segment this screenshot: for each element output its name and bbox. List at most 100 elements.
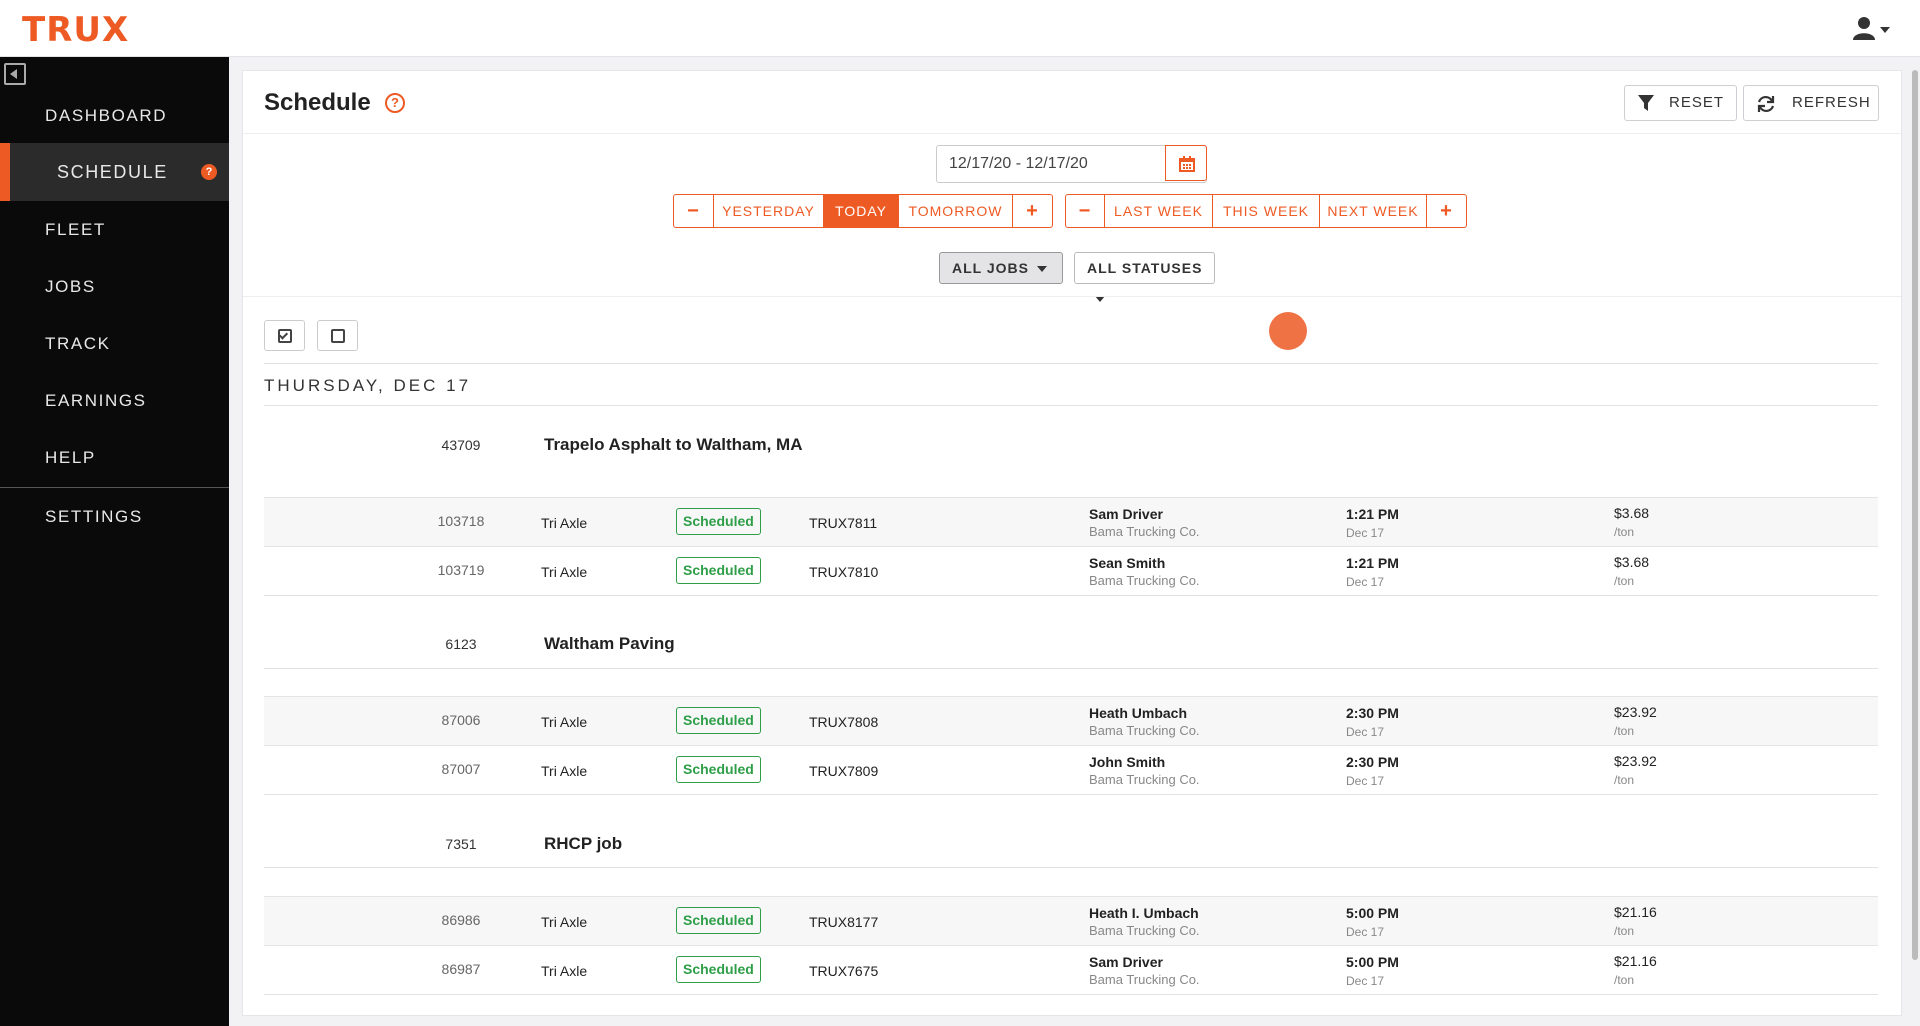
divider — [243, 133, 1901, 134]
job-group-name[interactable]: Trapelo Asphalt to Waltham, MA — [544, 435, 803, 454]
table-row[interactable]: 86987 Tri Axle Scheduled TRUX7675 Sam Driver… — [264, 945, 1878, 994]
next-week-button[interactable]: NEXT WEEK — [1320, 195, 1427, 227]
rate-unit: /ton — [1614, 525, 1635, 539]
driver-company: Bama Trucking Co. — [1089, 972, 1200, 987]
filter-icon — [1638, 95, 1654, 111]
collapse-sidebar-icon[interactable] — [4, 63, 26, 85]
next-day-button[interactable]: + — [1026, 200, 1039, 222]
job-group-name[interactable]: RHCP job — [544, 834, 623, 853]
today-button[interactable]: TODAY — [824, 195, 899, 227]
sidebar-item-earnings[interactable]: EARNINGS — [0, 372, 229, 429]
rate: $21.16 — [1614, 953, 1657, 969]
sidebar-item-settings[interactable]: SETTINGS — [0, 488, 229, 545]
divider — [264, 595, 1878, 596]
sidebar-item-track[interactable]: TRACK — [0, 315, 229, 372]
row-id: 87006 — [441, 712, 481, 728]
table-row[interactable]: 103718 Tri Axle Scheduled TRUX7811 Sam Drive… — [264, 497, 1878, 546]
yesterday-button[interactable]: YESTERDAY — [714, 195, 824, 227]
help-icon[interactable]: ? — [201, 164, 217, 180]
this-week-button[interactable]: THIS WEEK — [1213, 195, 1320, 227]
user-menu[interactable] — [1852, 14, 1892, 44]
row-id: 103719 — [437, 562, 485, 578]
select-all-button[interactable] — [264, 320, 305, 351]
scrollbar[interactable] — [1912, 70, 1918, 960]
driver-name: Sean Smith — [1089, 555, 1166, 571]
deselect-all-button[interactable] — [317, 320, 358, 351]
chevron-down-icon — [1036, 266, 1047, 273]
row-id: 86986 — [441, 912, 481, 928]
divider — [264, 867, 1878, 868]
trux-logo[interactable]: TRUX — [22, 10, 130, 50]
truck-type: Tri Axle — [541, 914, 588, 930]
divider — [264, 794, 1878, 795]
last-week-button[interactable]: LAST WEEK — [1105, 195, 1213, 227]
table-row[interactable]: 87007 Tri Axle Scheduled TRUX7809 John Smith… — [264, 745, 1878, 794]
previous-week-button[interactable]: − — [1066, 195, 1105, 227]
driver-name: Sam Driver — [1089, 954, 1163, 970]
table-row[interactable]: 87006 Tri Axle Scheduled TRUX7808 Heath Umba… — [264, 696, 1878, 745]
driver-name: Sam Driver — [1089, 506, 1163, 522]
sidebar-item-label: EARNINGS — [45, 391, 147, 410]
job-group-id: 7351 — [445, 836, 477, 852]
start-date: Dec 17 — [1346, 526, 1385, 540]
rate: $21.16 — [1614, 904, 1657, 920]
sidebar-item-label: TRACK — [45, 334, 111, 353]
sidebar-item-jobs[interactable]: JOBS — [0, 258, 229, 315]
rate-unit: /ton — [1614, 773, 1635, 787]
truck-number: TRUX8177 — [809, 914, 879, 930]
cursor-indicator — [1269, 312, 1307, 350]
driver-company: Bama Trucking Co. — [1089, 524, 1200, 539]
job-group-id: 6123 — [445, 636, 477, 652]
start-date: Dec 17 — [1346, 974, 1385, 988]
chevron-down-icon — [1880, 27, 1890, 33]
uncheck-all-icon — [331, 329, 345, 343]
reset-button[interactable]: RESET — [1624, 85, 1737, 121]
driver-name: John Smith — [1089, 754, 1166, 770]
calendar-button[interactable] — [1165, 145, 1207, 181]
driver-company: Bama Trucking Co. — [1089, 723, 1200, 738]
truck-number: TRUX7808 — [809, 714, 879, 730]
status-dropdown-label: ALL STATUSES — [1087, 260, 1203, 276]
divider — [243, 296, 1901, 297]
jobs-dropdown[interactable]: ALL JOBS — [939, 252, 1063, 284]
job-group-id: 43709 — [441, 437, 481, 453]
next-week-plus-button[interactable]: + — [1440, 200, 1453, 222]
divider — [264, 405, 1878, 406]
date-range-input[interactable]: 12/17/20 - 12/17/20 — [949, 155, 1088, 172]
refresh-button[interactable]: REFRESH — [1743, 85, 1879, 121]
sidebar-item-label: JOBS — [45, 277, 96, 296]
status-badge: Scheduled — [676, 707, 761, 734]
status-badge: Scheduled — [676, 557, 761, 584]
chevron-down-icon — [1095, 296, 1105, 303]
driver-name: Heath Umbach — [1089, 705, 1188, 721]
sidebar-item-schedule[interactable]: SCHEDULE ? — [0, 143, 229, 201]
start-date: Dec 17 — [1346, 774, 1385, 788]
calendar-icon — [1179, 156, 1195, 172]
sidebar-item-dashboard[interactable]: DASHBOARD — [0, 87, 229, 144]
tomorrow-button[interactable]: TOMORROW — [899, 195, 1013, 227]
rate-unit: /ton — [1614, 924, 1635, 938]
top-bar: TRUX — [0, 0, 1920, 57]
start-date: Dec 17 — [1346, 725, 1385, 739]
divider — [264, 363, 1878, 364]
divider — [264, 668, 1878, 669]
table-row[interactable]: 86986 Tri Axle Scheduled TRUX8177 Heath I. U… — [264, 896, 1878, 945]
truck-type: Tri Axle — [541, 564, 588, 580]
date-range-picker[interactable]: 12/17/20 - 12/17/20 — [936, 145, 1207, 183]
table-row[interactable]: 103719 Tri Axle Scheduled TRUX7810 Sean Smit… — [264, 546, 1878, 595]
help-icon[interactable]: ? — [385, 93, 405, 113]
day-heading: THURSDAY, DEC 17 — [264, 376, 472, 395]
sidebar-item-help[interactable]: HELP — [0, 429, 229, 486]
start-time: 1:21 PM — [1346, 506, 1399, 522]
previous-day-button[interactable]: − — [674, 195, 714, 227]
divider — [264, 994, 1878, 995]
rate: $3.68 — [1614, 554, 1650, 570]
start-time: 2:30 PM — [1346, 705, 1399, 721]
sidebar-item-fleet[interactable]: FLEET — [0, 201, 229, 258]
start-time: 5:00 PM — [1346, 905, 1399, 921]
jobs-dropdown-label: ALL JOBS — [952, 260, 1029, 276]
rate-unit: /ton — [1614, 724, 1635, 738]
start-time: 2:30 PM — [1346, 754, 1399, 770]
job-group-name[interactable]: Waltham Paving — [544, 634, 675, 653]
status-dropdown[interactable]: ALL STATUSES — [1074, 252, 1215, 303]
